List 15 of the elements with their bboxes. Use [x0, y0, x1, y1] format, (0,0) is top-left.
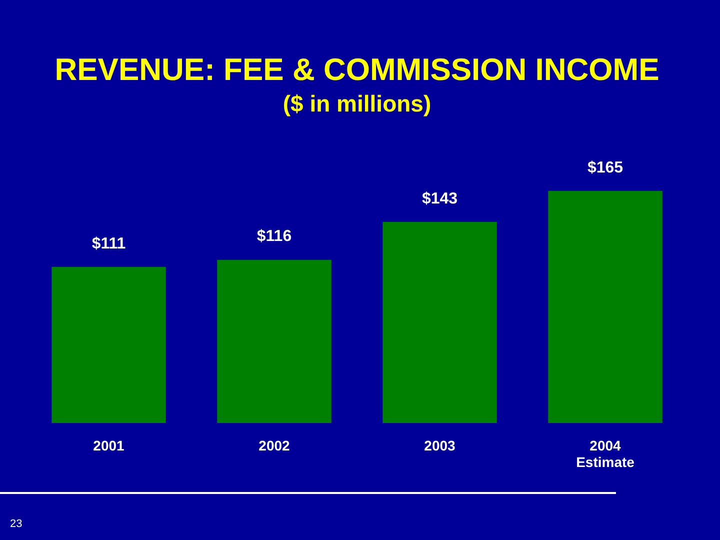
bar [382, 222, 497, 423]
x-tick-label: 2001 [93, 437, 125, 454]
data-label: $165 [587, 159, 624, 176]
chart-subtitle: ($ in millions) [282, 90, 432, 116]
bar [217, 260, 332, 423]
bar [52, 266, 166, 423]
x-tick-label: 2003 [424, 437, 456, 454]
chart-title: REVENUE: FEE & COMMISSION INCOME [54, 52, 660, 88]
data-label: $116 [256, 228, 292, 246]
bar [548, 190, 662, 423]
data-label: $111 [92, 235, 126, 252]
x-tick-label: 2004 Estimate [576, 437, 635, 470]
data-label: $143 [422, 190, 458, 208]
text: 23 [10, 518, 22, 530]
x-tick-label: 2002 [258, 437, 290, 454]
